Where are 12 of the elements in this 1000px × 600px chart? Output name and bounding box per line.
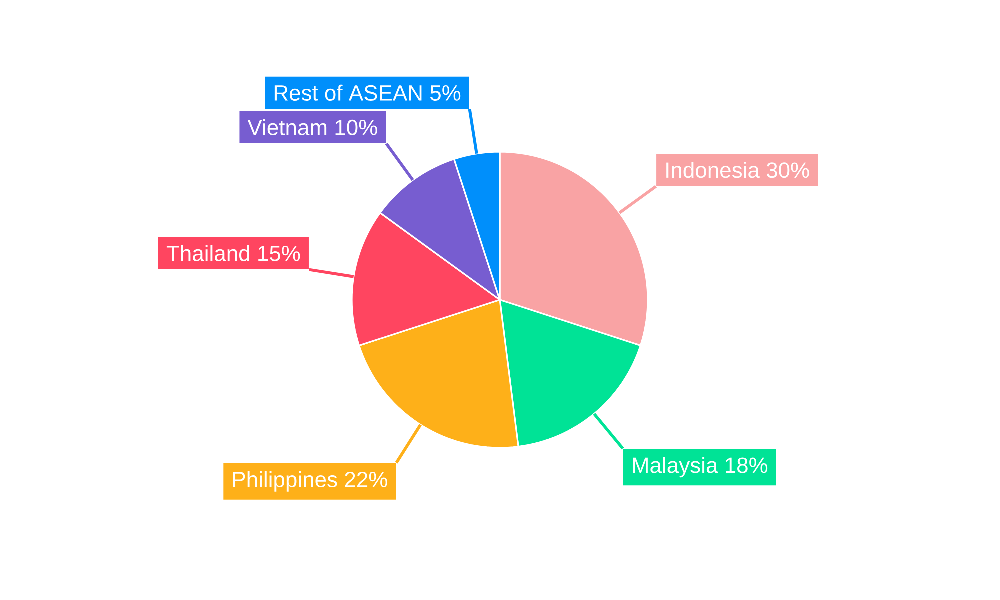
data-label: 15%: [258, 246, 300, 262]
data-label: 18%: [726, 458, 768, 474]
data-label: 30%: [766, 162, 810, 178]
slice-label: Philippines: [233, 471, 338, 492]
data-label: 22%: [345, 472, 388, 488]
slice-label: Malaysia: [633, 457, 718, 478]
slice-label: Rest of ASEAN: [274, 84, 422, 101]
data-label: 5%: [430, 86, 461, 101]
slice-label: Thailand: [166, 245, 250, 262]
slice-label: Indonesia: [666, 162, 760, 178]
slice-label: Vietnam: [248, 119, 327, 136]
data-label: 10%: [336, 120, 378, 136]
